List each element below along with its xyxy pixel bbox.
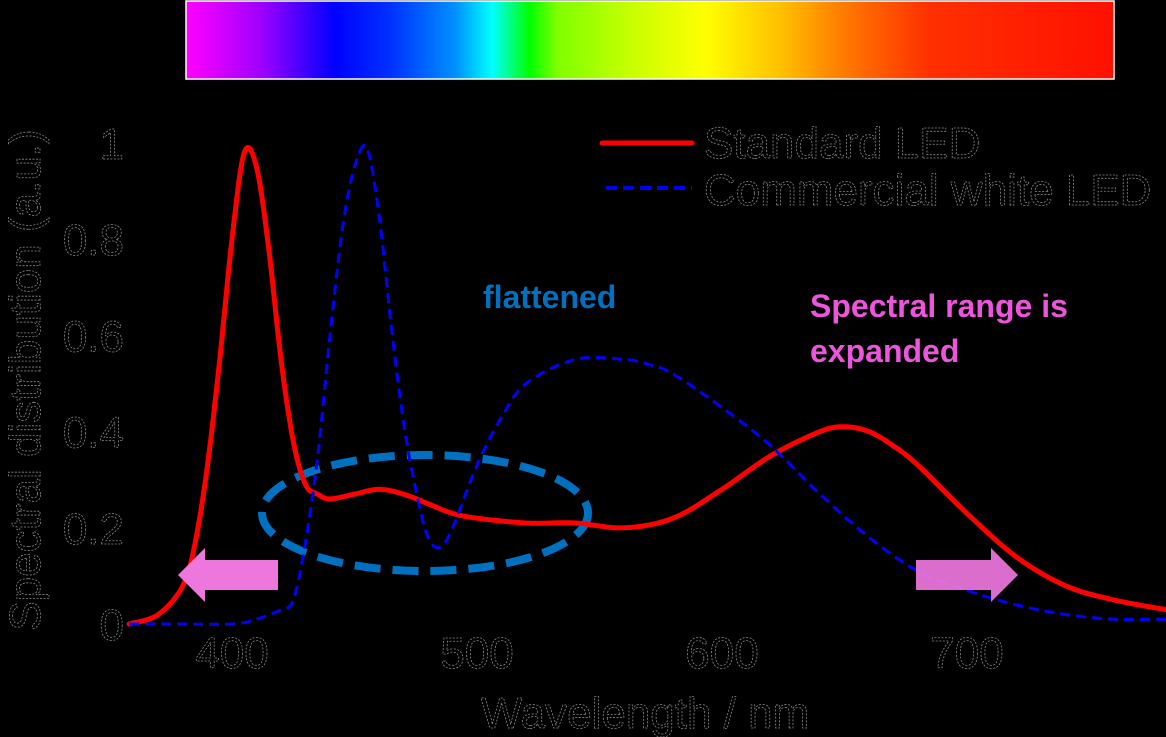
expanded-annotation-line1: Spectral range is bbox=[810, 288, 1068, 324]
expanded-annotation-line2: expanded bbox=[810, 333, 959, 369]
x-axis-label: Wavelength / nm bbox=[481, 689, 810, 737]
y-tick-label: 0.8 bbox=[63, 216, 124, 265]
left-arrow-icon bbox=[178, 548, 278, 602]
y-tick-label: 0.6 bbox=[63, 312, 124, 361]
y-tick-label: 0.2 bbox=[63, 505, 124, 554]
y-tick-label: 0 bbox=[100, 601, 124, 650]
right-arrow-icon bbox=[916, 548, 1018, 602]
spectrum-bar bbox=[185, 0, 1115, 80]
y-tick-label: 1 bbox=[100, 120, 124, 169]
x-tick-label: 500 bbox=[440, 629, 513, 678]
flattened-highlight-ellipse bbox=[258, 451, 592, 575]
x-tick-label: 700 bbox=[930, 629, 1003, 678]
standard-led-curve bbox=[126, 144, 1166, 627]
legend-label-standard: Standard LED bbox=[704, 119, 980, 168]
x-tick-label: 400 bbox=[195, 629, 268, 678]
y-axis-ticks: 0 0.2 0.4 0.6 0.8 1 bbox=[62, 120, 124, 651]
x-tick-label: 600 bbox=[685, 629, 758, 678]
legend: Standard LED Commercial white LED bbox=[599, 119, 1152, 215]
flattened-annotation: flattened bbox=[483, 279, 616, 315]
commercial-white-led-curve bbox=[129, 143, 1166, 626]
y-axis-label: Spectral distribution (a.u.) bbox=[1, 129, 50, 630]
legend-label-commercial: Commercial white LED bbox=[704, 166, 1151, 215]
x-axis-ticks: 400 500 600 700 bbox=[195, 629, 1004, 679]
y-tick-label: 0.4 bbox=[63, 409, 124, 458]
